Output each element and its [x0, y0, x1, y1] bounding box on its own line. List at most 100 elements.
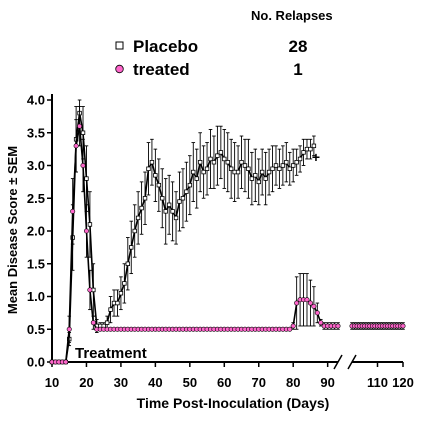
data-point — [73, 143, 79, 149]
data-point — [80, 163, 86, 169]
data-point — [83, 228, 89, 234]
data-point — [211, 160, 217, 165]
x-axis-title: Time Post-Inoculation (Days) — [137, 395, 330, 411]
data-point — [256, 179, 261, 185]
axis-break-mark — [333, 354, 343, 370]
data-point — [163, 209, 168, 214]
x-tick-label: 10 — [45, 375, 59, 390]
treatment-annotation: Treatment — [75, 345, 147, 362]
data-point — [118, 291, 124, 296]
x-tick-label: 120 — [392, 375, 414, 390]
y-tick-label: 2.0 — [27, 224, 45, 239]
data-point — [311, 143, 317, 149]
data-point — [191, 169, 196, 175]
data-point — [215, 153, 220, 158]
data-point — [129, 245, 134, 250]
data-point — [170, 209, 175, 214]
data-point — [287, 166, 292, 171]
legend-count-placebo: 28 — [289, 37, 308, 56]
data-point — [115, 300, 120, 306]
data-point — [173, 215, 179, 221]
data-point — [259, 169, 265, 175]
y-tick-label: 1.5 — [27, 256, 45, 271]
data-point — [125, 261, 131, 266]
data-point — [201, 169, 206, 175]
legend-label-placebo: Placebo — [133, 37, 198, 56]
data-point — [80, 130, 86, 135]
series-placebo — [49, 99, 317, 365]
data-point — [263, 176, 268, 181]
data-point — [153, 173, 158, 178]
data-point — [66, 326, 72, 332]
data-point — [146, 166, 151, 171]
data-point — [63, 359, 69, 365]
x-tick-label: 60 — [217, 375, 231, 390]
data-point — [228, 166, 234, 171]
data-point — [135, 215, 141, 221]
x-tick-label: 40 — [148, 375, 162, 390]
data-point — [142, 196, 148, 201]
data-point — [156, 182, 162, 188]
data-point — [166, 202, 172, 207]
data-point — [84, 176, 89, 181]
data-point — [301, 150, 306, 155]
data-point — [180, 196, 186, 201]
x-tick-label: 110 — [367, 375, 388, 390]
y-tick-label: 3.0 — [27, 158, 45, 173]
data-point — [253, 173, 258, 178]
data-point — [177, 199, 182, 204]
data-point — [242, 163, 248, 168]
data-point — [308, 146, 313, 152]
data-point — [90, 320, 96, 326]
data-point — [270, 166, 275, 171]
data-point — [294, 160, 299, 165]
legend-marker-placebo — [115, 41, 124, 50]
data-point — [280, 163, 286, 168]
data-point — [249, 176, 255, 181]
series-treated — [49, 106, 406, 365]
data-point — [225, 160, 230, 165]
x-tick-label: 90 — [320, 375, 334, 390]
data-point — [204, 166, 210, 171]
y-tick-label: 3.5 — [27, 125, 45, 140]
data-point — [287, 326, 293, 332]
data-point — [160, 196, 165, 201]
data-point — [149, 160, 155, 165]
data-point — [70, 208, 76, 214]
data-point — [87, 287, 93, 293]
end-marker-annotation: + — [312, 149, 320, 165]
legend-count-treated: 1 — [293, 60, 302, 79]
data-point — [218, 150, 224, 155]
data-point — [290, 323, 296, 329]
axes-group: 0.0 0.5 1.0 1.5 2.0 2.5 3.0 3.5 4.0 10 20 30 40 50 60 7… — [27, 93, 414, 391]
data-point — [297, 156, 303, 162]
legend: No. Relapses Placebo 28 treated 1 — [115, 8, 333, 79]
data-point — [187, 182, 193, 188]
data-point — [246, 166, 251, 171]
data-point — [108, 307, 113, 312]
data-point — [314, 310, 320, 316]
data-point — [284, 160, 289, 165]
x-tick-label: 30 — [114, 375, 128, 390]
legend-header: No. Relapses — [251, 8, 333, 23]
x-tick-label: 80 — [286, 375, 300, 390]
data-point — [291, 163, 296, 168]
data-point — [122, 281, 127, 286]
data-point — [239, 160, 244, 165]
data-point — [266, 169, 272, 175]
data-point — [273, 163, 279, 168]
data-point — [132, 228, 137, 234]
data-point — [194, 176, 199, 181]
y-axis-title: Mean Disease Score ± SEM — [5, 146, 20, 314]
y-tick-label: 4.0 — [27, 93, 45, 108]
data-point — [311, 303, 317, 309]
data-point — [400, 323, 406, 329]
data-point — [87, 222, 93, 227]
legend-marker-treated — [115, 64, 124, 74]
data-point — [197, 160, 203, 165]
x-tick-label: 70 — [252, 375, 266, 390]
y-tick-label: 2.5 — [27, 191, 45, 206]
data-point — [184, 189, 189, 194]
